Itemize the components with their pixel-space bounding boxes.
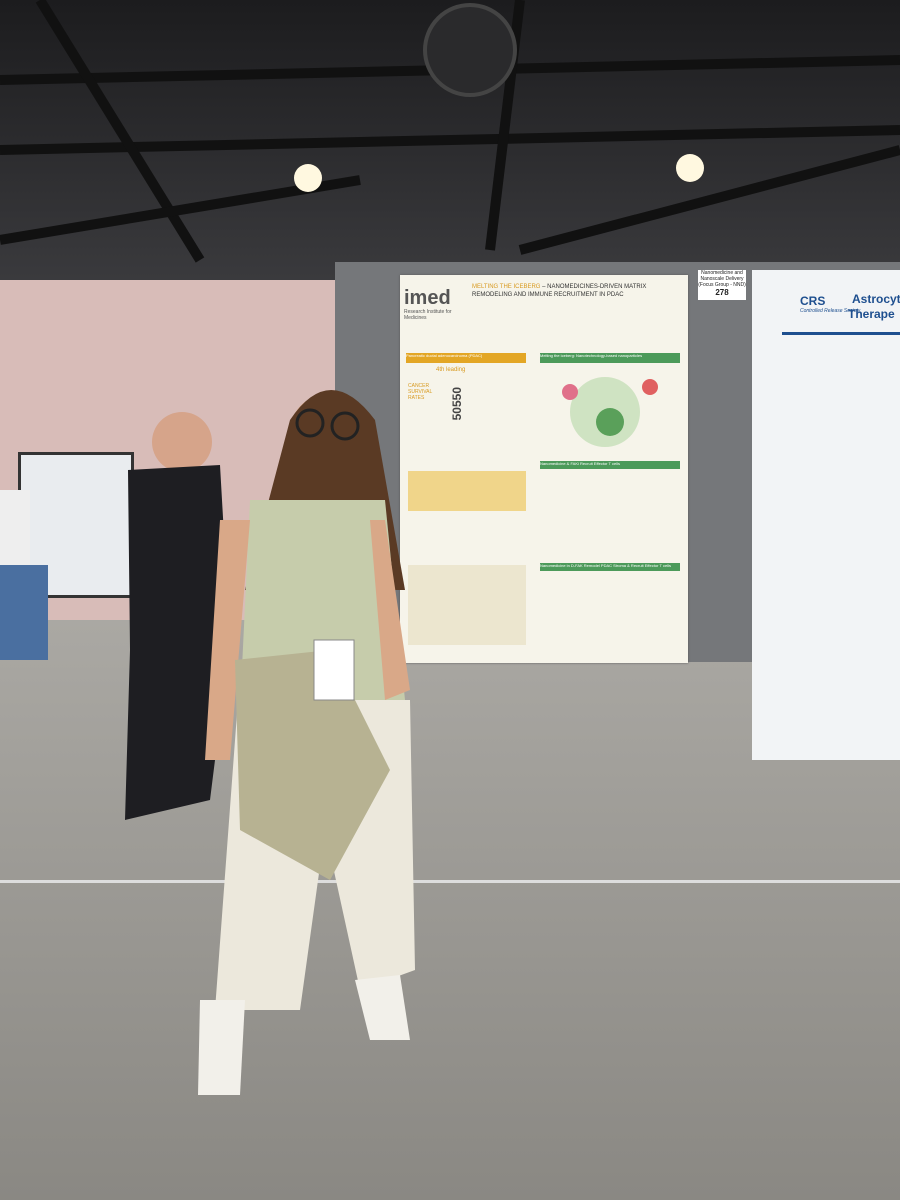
board-sign: Nanomedicine and Nanoscale Delivery (Foc…	[698, 270, 746, 300]
right-logo: CRS	[800, 294, 826, 308]
right-subtitle: Therape	[848, 307, 895, 321]
section-header: Melting the iceberg: Nanotechnology-base…	[540, 353, 680, 363]
right-society: Controlled Release Society	[800, 308, 861, 314]
section-header: Pancreatic ductal adenocarcinoma (PDAC)	[406, 353, 526, 363]
poster-figure	[562, 377, 658, 447]
ceiling-beams	[0, 0, 900, 263]
poster-logo: imed	[404, 287, 451, 309]
main-poster: imed Research Institute for Medicines ME…	[400, 275, 688, 663]
sign-number: 278	[715, 288, 729, 297]
poster-subtitle: – NANOMEDICINES-DRIVEN MATRIX REMODELING…	[472, 284, 647, 298]
divider	[782, 332, 900, 335]
right-title: Astrocyte	[852, 292, 900, 306]
stat-heading: 4th leading	[436, 367, 466, 373]
sign-label: Nanomedicine and Nanoscale Delivery (Foc…	[698, 270, 746, 288]
stat-label: CANCER SURVIVAL RATES	[408, 383, 433, 401]
poster-institute: Research Institute for Medicines	[404, 309, 452, 321]
right-poster: CRS Controlled Release Society Astrocyte…	[752, 270, 900, 760]
poster-title-block: MELTING THE ICEBERG – NANOMEDICINES-DRIV…	[472, 283, 682, 299]
floor-line	[0, 880, 900, 883]
section-header: Nanomedicine & FAKi Recruit Effector T c…	[540, 461, 680, 469]
poster-title: MELTING THE ICEBERG	[472, 284, 541, 290]
section-header: Nanomedicine in D-FAK Remodel PDAC Strom…	[540, 563, 680, 571]
poster-figure	[408, 471, 526, 511]
poster-figure	[408, 565, 526, 645]
